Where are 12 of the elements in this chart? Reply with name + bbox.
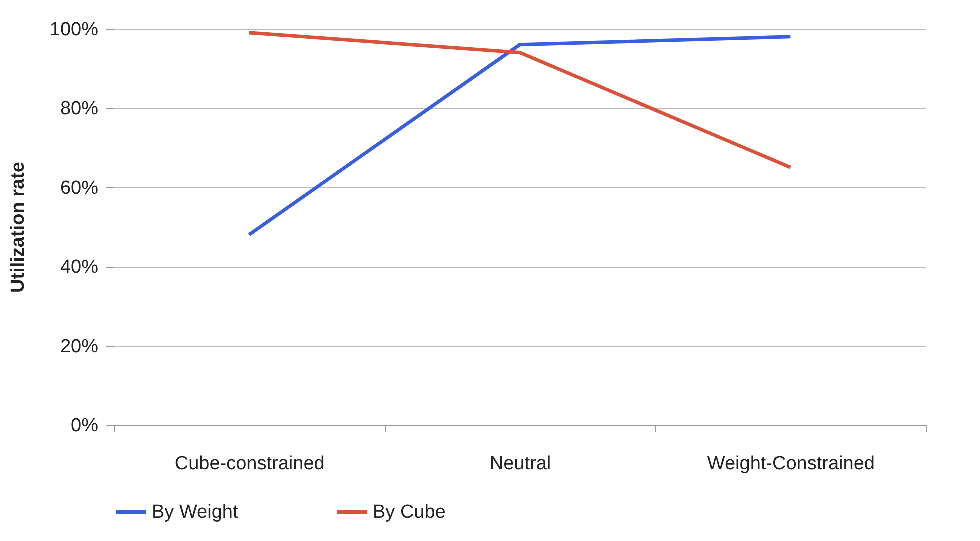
legend-label: By Weight [152, 502, 239, 523]
x-tick-label: Weight-Constrained [707, 454, 875, 474]
x-tick-label: Cube-constrained [174, 454, 325, 474]
legend-label: By Cube [373, 502, 446, 523]
y-tick-label: 100% [50, 20, 99, 40]
x-tick-label: Neutral [490, 454, 552, 474]
y-tick-label: 80% [60, 98, 99, 120]
y-tick-label: 40% [60, 257, 99, 278]
y-tick-label: 0% [71, 416, 99, 436]
y-tick-label: 60% [60, 178, 99, 199]
y-axis-title: Utilization rate [8, 162, 29, 293]
y-tick-label: 20% [60, 336, 99, 358]
